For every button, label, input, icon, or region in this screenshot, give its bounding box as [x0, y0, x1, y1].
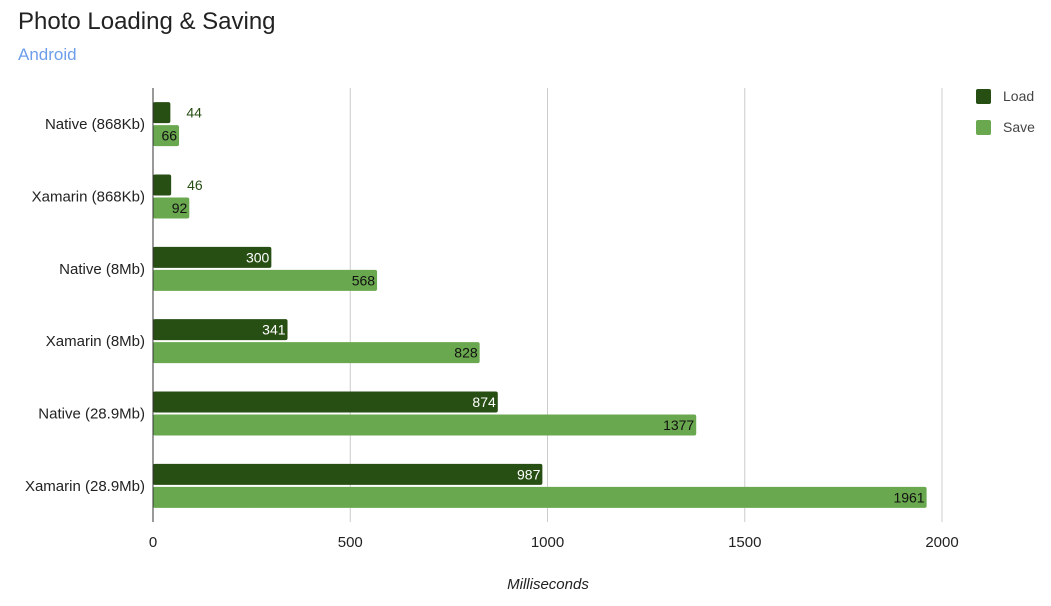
grid-lines: [349, 88, 943, 522]
category-label: Xamarin (8Mb): [46, 333, 145, 350]
data-label: 300: [246, 249, 270, 265]
bar-load: [153, 319, 288, 341]
data-label: 568: [352, 272, 376, 288]
x-tick-label: 0: [149, 534, 157, 551]
bar-save: [153, 342, 480, 364]
bar-load: [153, 174, 172, 196]
bar-save: [153, 269, 378, 291]
bar-save: [153, 414, 697, 436]
bar-load: [153, 463, 543, 485]
legend: Load Save: [976, 88, 1035, 135]
category-label: Native (868Kb): [45, 116, 145, 133]
x-axis-title: Milliseconds: [507, 576, 589, 593]
x-tick-label: 500: [338, 534, 363, 551]
bar-save: [153, 197, 190, 219]
data-label: 341: [262, 322, 286, 338]
data-label: 46: [187, 177, 203, 193]
bar-load: [153, 102, 171, 124]
data-label: 92: [172, 200, 188, 216]
x-tick-label: 1500: [728, 534, 761, 551]
x-tick-label: 2000: [925, 534, 958, 551]
chart-subtitle: Android: [18, 45, 77, 64]
data-label: 828: [454, 345, 478, 361]
bar-load: [153, 246, 272, 268]
category-label: Xamarin (28.9Mb): [25, 478, 145, 495]
data-label: 1377: [663, 417, 694, 433]
data-label: 66: [161, 128, 177, 144]
data-label: 987: [517, 466, 541, 482]
bar-save: [153, 125, 180, 147]
bar-save: [153, 486, 927, 508]
category-label: Native (8Mb): [59, 261, 145, 278]
axes: 0 500 1000 1500 2000 Native (868Kb) Xamarin (8…: [25, 88, 959, 551]
legend-label-load: Load: [1003, 88, 1034, 104]
bar-load: [153, 391, 498, 413]
legend-label-save: Save: [1003, 119, 1035, 135]
data-label: 44: [186, 105, 202, 121]
data-label: 874: [472, 394, 496, 410]
x-tick-label: 1000: [531, 534, 564, 551]
data-label: 1961: [893, 489, 924, 505]
legend-swatch-save: [976, 120, 991, 135]
data-labels: 44 66 46 92 300 568 341 828 874 1377 987 1961: [161, 105, 924, 506]
category-label: Native (28.9Mb): [38, 406, 145, 423]
legend-swatch-load: [976, 89, 991, 104]
bars: [153, 102, 927, 508]
chart-title: Photo Loading & Saving: [18, 8, 276, 35]
category-label: Xamarin (868Kb): [32, 189, 145, 206]
